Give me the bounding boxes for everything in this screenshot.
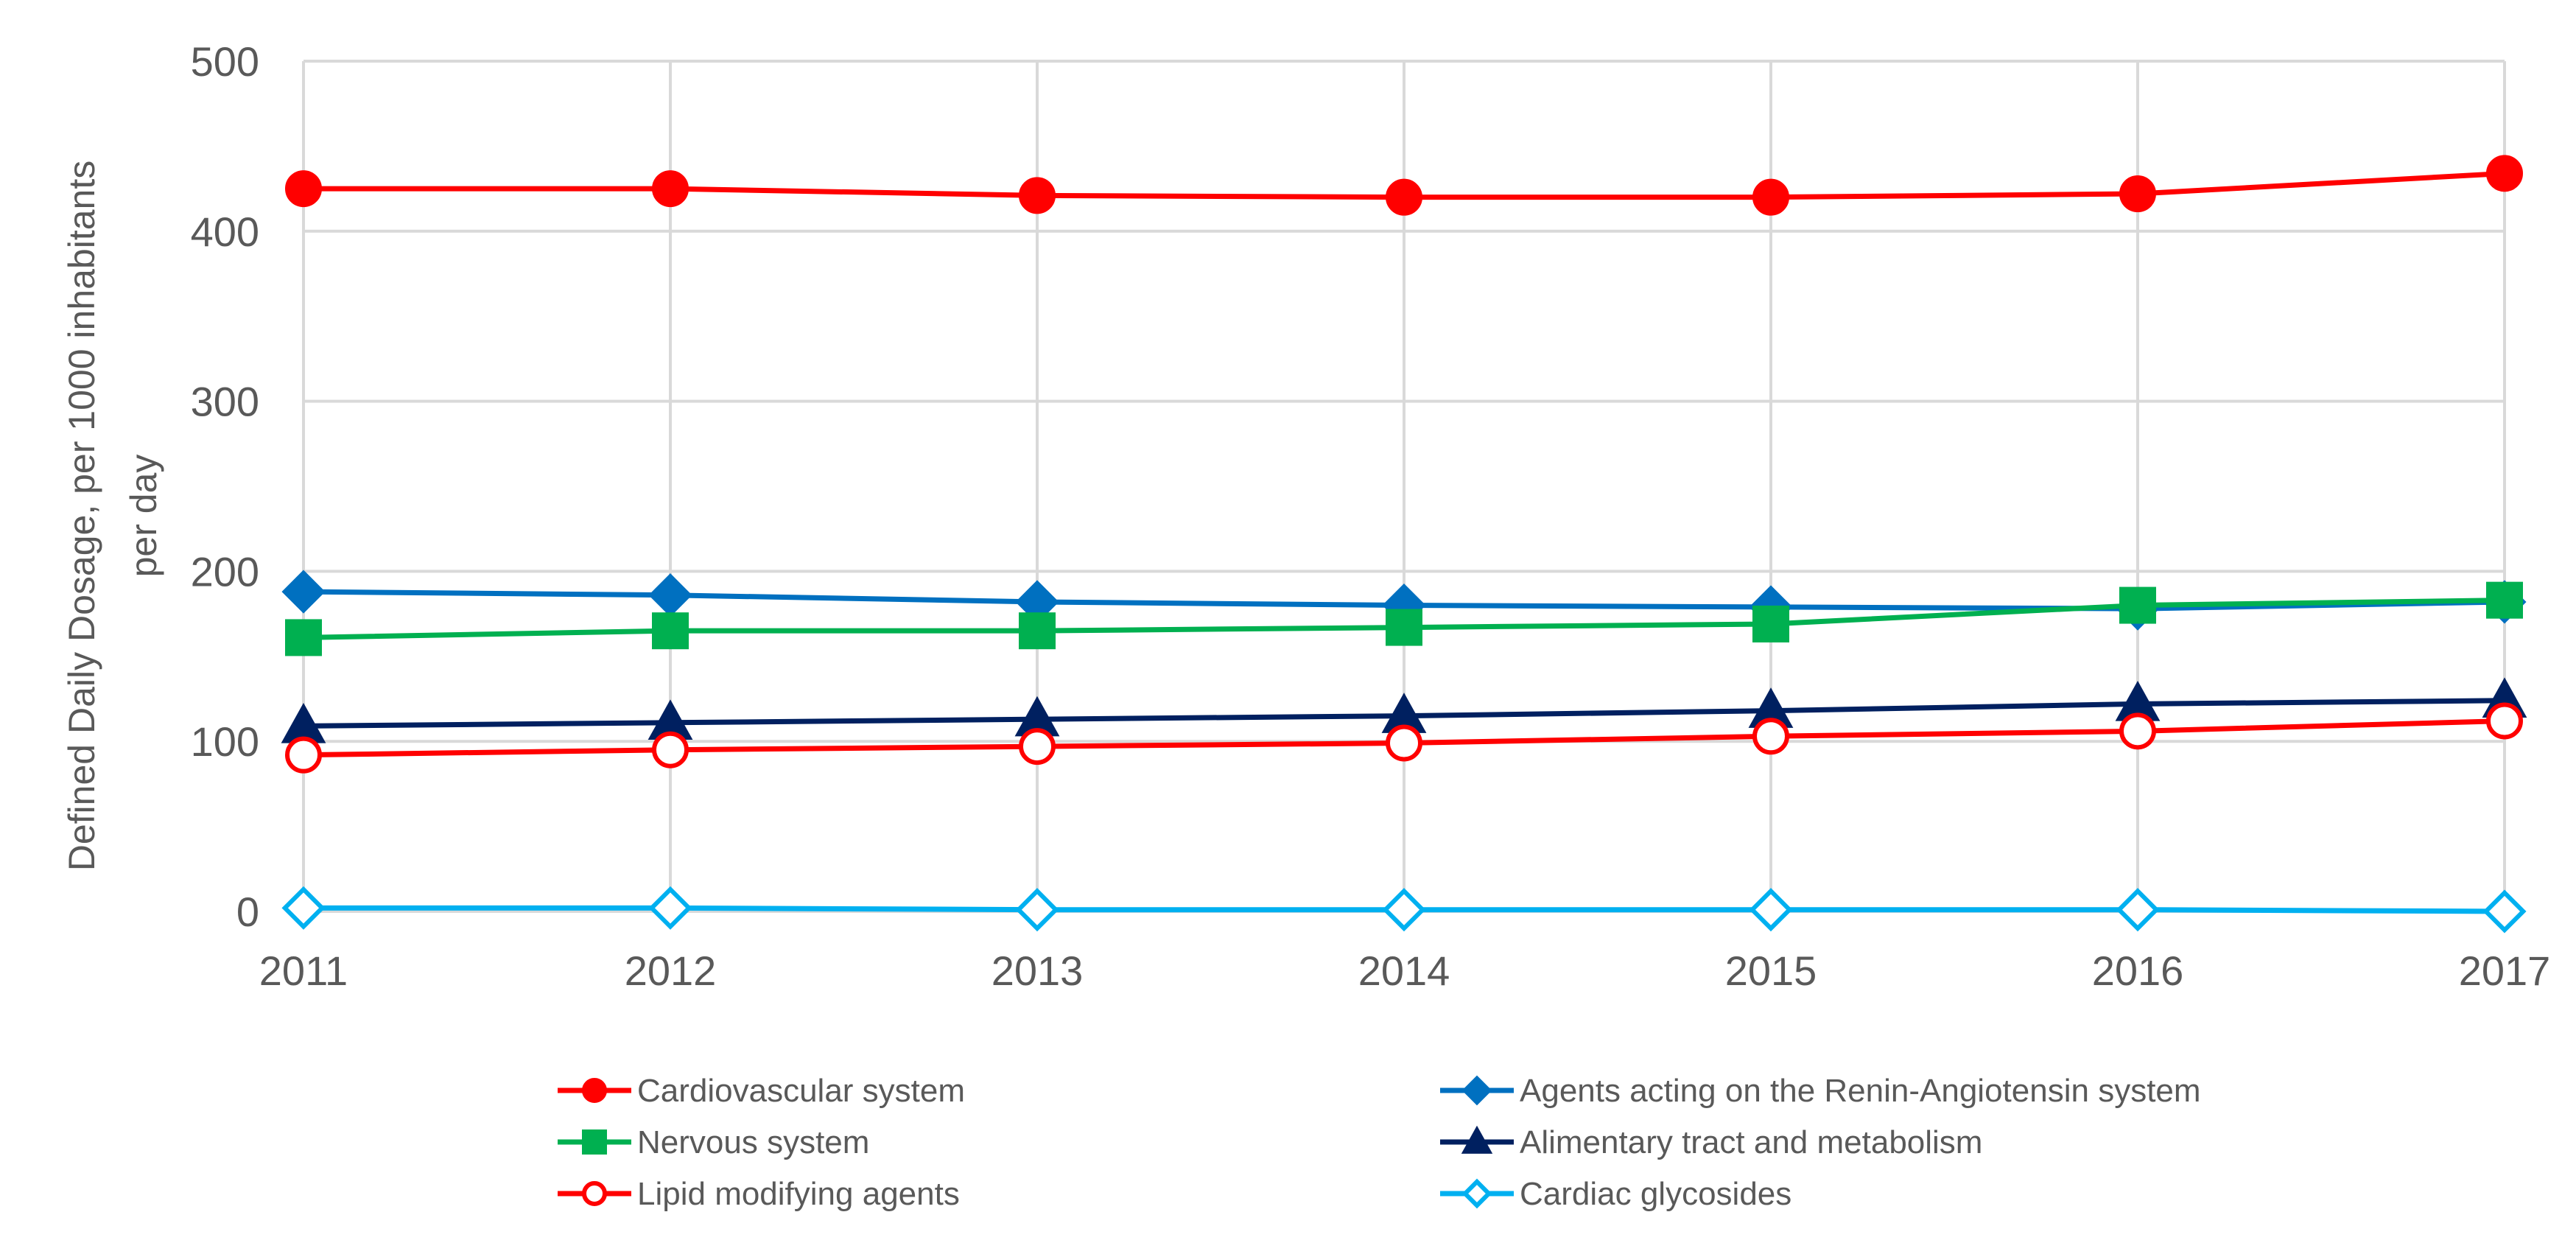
series-cardiac-glycosides	[281, 886, 2527, 934]
y-axis-title-line-1: Defined Daily Dosage, per 1000 inhabitan…	[61, 161, 102, 872]
point-lipid-modifying-agents-2011	[285, 736, 322, 774]
legend-entry-agents-acting-on-the-renin-angiotensin-system: Agents acting on the Renin-Angiotensin s…	[1440, 1073, 2201, 1109]
legend-marker-agents-acting-on-the-renin-angiotensin-system	[1461, 1075, 1492, 1106]
y-axis-title-line-2: per day	[123, 455, 164, 578]
point-cardiovascular-system-2015	[1752, 178, 1789, 216]
legend-entry-nervous-system: Nervous system	[558, 1124, 869, 1160]
point-cardiac-glycosides-2011	[281, 886, 326, 930]
x-tick-label-2016: 2016	[2092, 947, 2184, 994]
legend-marker-cardiac-glycosides	[1461, 1178, 1492, 1209]
series-cardiovascular-system	[285, 155, 2523, 216]
x-tick-labels: 2011 2012 2013 2014 2015 2016 2017	[259, 947, 2551, 994]
legend-label-alimentary-tract-and-metabolism: Alimentary tract and metabolism	[1520, 1124, 1982, 1160]
point-nervous-system-2016	[2119, 586, 2156, 624]
y-tick-label-300: 300	[191, 379, 259, 425]
point-cardiac-glycosides-2016	[2116, 888, 2160, 932]
point-lipid-modifying-agents-2014	[1386, 724, 1422, 762]
legend-entry-alimentary-tract-and-metabolism: Alimentary tract and metabolism	[1440, 1124, 1982, 1160]
point-cardiac-glycosides-2017	[2482, 889, 2527, 934]
x-tick-label-2012: 2012	[625, 947, 717, 994]
point-nervous-system-2017	[2486, 581, 2523, 619]
legend-marker-cardiovascular-system	[582, 1078, 607, 1103]
legend-label-nervous-system: Nervous system	[637, 1124, 869, 1160]
y-tick-label-200: 200	[191, 548, 259, 595]
point-cardiac-glycosides-2012	[648, 886, 692, 930]
y-tick-label-400: 400	[191, 209, 259, 255]
series-nervous-system	[285, 581, 2523, 656]
x-tick-label-2015: 2015	[1725, 947, 1817, 994]
point-lipid-modifying-agents-2013	[1019, 728, 1056, 766]
legend-label-cardiovascular-system: Cardiovascular system	[637, 1073, 965, 1109]
point-nervous-system-2011	[285, 619, 322, 656]
legend-label-cardiac-glycosides: Cardiac glycosides	[1520, 1176, 1791, 1212]
legend-marker-nervous-system	[582, 1129, 607, 1155]
legend-label-lipid-modifying-agents: Lipid modifying agents	[637, 1176, 960, 1212]
point-cardiovascular-system-2013	[1019, 177, 1056, 214]
y-axis-title: Defined Daily Dosage, per 1000 inhabitan…	[61, 161, 164, 872]
legend-label-agents-acting-on-the-renin-angiotensin-system: Agents acting on the Renin-Angiotensin s…	[1520, 1073, 2201, 1109]
legend: Cardiovascular system Agents acting on th…	[558, 1073, 2201, 1212]
point-cardiac-glycosides-2014	[1382, 888, 1426, 932]
point-agents-acting-on-the-renin-angiotensin-system-2011	[281, 570, 326, 614]
legend-marker-alimentary-tract-and-metabolism	[1461, 1125, 1493, 1154]
point-cardiovascular-system-2016	[2119, 175, 2156, 213]
series-lipid-modifying-agents	[285, 702, 2523, 774]
x-tick-label-2013: 2013	[992, 947, 1084, 994]
point-cardiovascular-system-2012	[652, 170, 689, 208]
point-cardiovascular-system-2017	[2486, 155, 2523, 192]
point-cardiovascular-system-2014	[1386, 178, 1422, 216]
legend-marker-lipid-modifying-agents	[582, 1181, 607, 1206]
point-cardiovascular-system-2011	[285, 170, 322, 208]
y-tick-labels: 0 100 200 300 400 500	[191, 38, 259, 935]
point-nervous-system-2012	[652, 612, 689, 650]
legend-entry-cardiac-glycosides: Cardiac glycosides	[1440, 1176, 1791, 1212]
y-tick-label-100: 100	[191, 718, 259, 765]
point-lipid-modifying-agents-2012	[652, 731, 689, 768]
x-tick-label-2014: 2014	[1358, 947, 1450, 994]
point-lipid-modifying-agents-2017	[2486, 702, 2523, 740]
legend-entry-lipid-modifying-agents: Lipid modifying agents	[558, 1176, 960, 1212]
point-cardiac-glycosides-2015	[1749, 888, 1793, 932]
point-nervous-system-2015	[1752, 605, 1789, 642]
point-nervous-system-2014	[1386, 609, 1422, 646]
y-tick-label-500: 500	[191, 38, 259, 85]
data-series	[281, 155, 2527, 934]
point-cardiac-glycosides-2013	[1015, 888, 1059, 932]
legend-entry-cardiovascular-system: Cardiovascular system	[558, 1073, 965, 1109]
y-tick-label-0: 0	[236, 889, 259, 935]
point-lipid-modifying-agents-2015	[1752, 718, 1789, 755]
point-nervous-system-2013	[1019, 612, 1056, 650]
x-tick-label-2017: 2017	[2459, 947, 2551, 994]
x-tick-label-2011: 2011	[259, 947, 348, 994]
point-lipid-modifying-agents-2016	[2119, 712, 2156, 750]
